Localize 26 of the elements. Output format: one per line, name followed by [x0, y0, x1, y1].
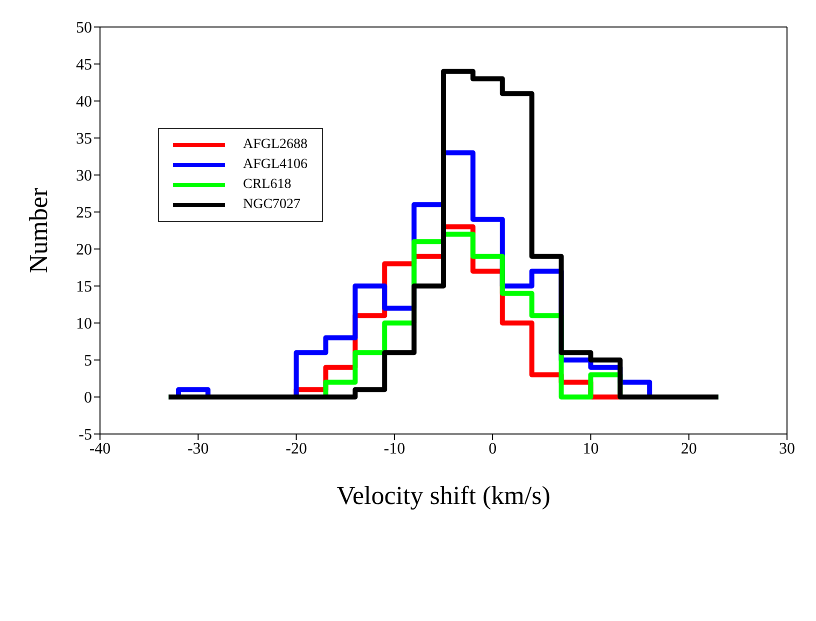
x-tick-label: -40 [89, 440, 111, 458]
legend-label: CRL618 [243, 177, 292, 193]
y-tick-label: 10 [76, 316, 92, 333]
y-tick-label: 0 [84, 390, 92, 407]
y-tick-label: 50 [76, 20, 92, 37]
x-tick-label: -10 [384, 440, 406, 458]
x-axis-title: Velocity shift (km/s) [336, 481, 550, 510]
y-tick-label: 20 [76, 242, 92, 259]
x-tick-label: 10 [582, 440, 599, 458]
y-tick-label: 15 [76, 278, 92, 296]
legend-label: AFGL2688 [243, 137, 308, 153]
x-tick-label: -30 [187, 440, 209, 458]
y-tick-label: 40 [76, 94, 92, 111]
legend-label: AFGL4106 [243, 157, 308, 173]
x-tick-label: 20 [680, 440, 697, 458]
y-tick-label: 25 [76, 204, 92, 222]
x-tick-label: 30 [779, 440, 795, 458]
y-tick-label: 30 [76, 168, 92, 185]
x-tick-label: 0 [488, 440, 497, 458]
x-tick-label: -20 [286, 440, 307, 458]
y-tick-label: 45 [76, 56, 92, 74]
y-axis-title: Number [24, 188, 54, 274]
y-tick-label: 35 [76, 130, 92, 148]
y-tick-label: -5 [78, 426, 92, 444]
legend-label: NGC7027 [243, 197, 301, 213]
y-tick-label: 5 [84, 352, 92, 370]
